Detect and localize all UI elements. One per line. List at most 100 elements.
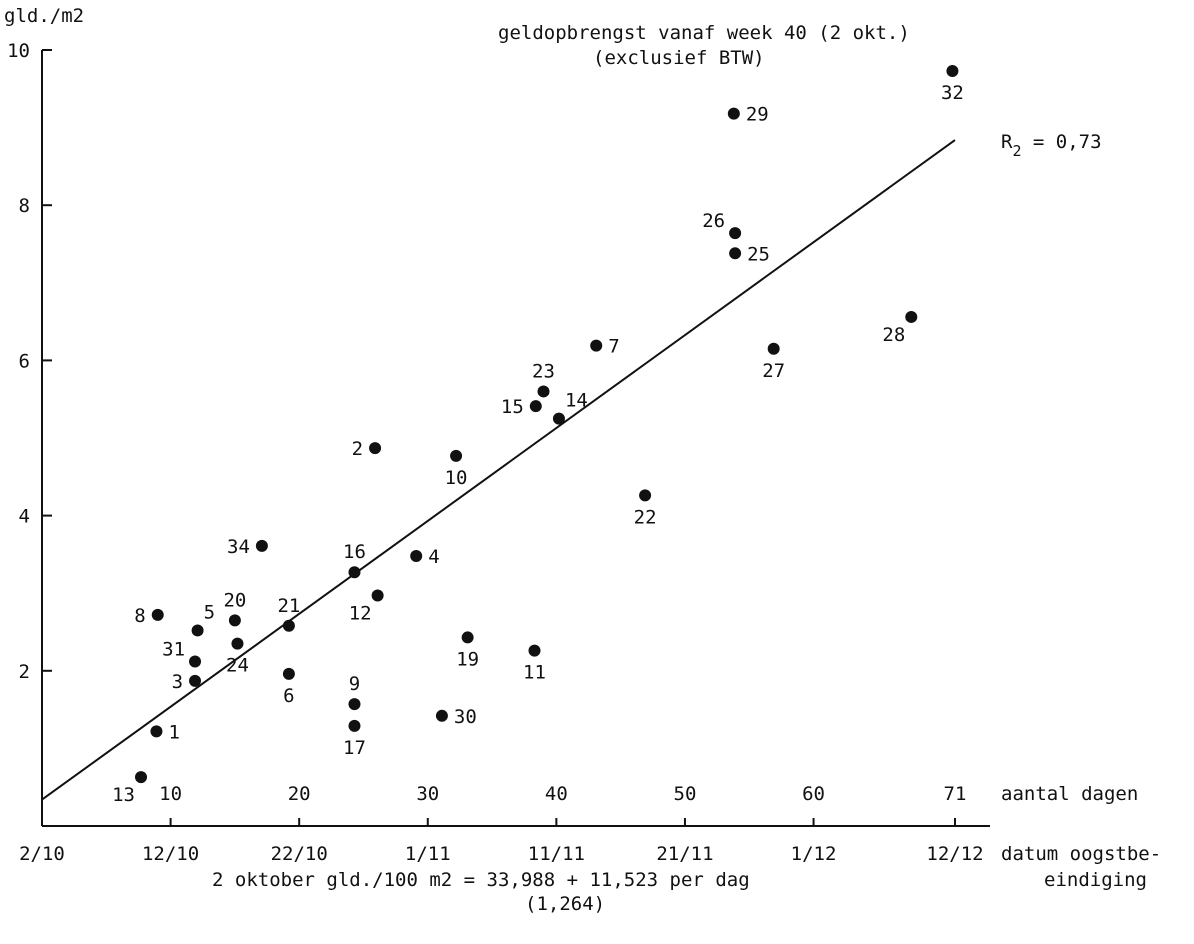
data-point-31 — [189, 655, 202, 668]
point-label-29: 29 — [746, 104, 769, 126]
data-point-24 — [231, 637, 244, 650]
x-tick-label: 10 — [159, 783, 182, 805]
point-label-11: 11 — [523, 662, 546, 684]
point-label-12: 12 — [349, 603, 372, 625]
data-point-15 — [529, 400, 542, 413]
data-point-7 — [590, 339, 603, 352]
data-point-28 — [905, 310, 918, 323]
regression-r2-label: R2 = 0,73 — [1001, 131, 1102, 160]
data-point-9 — [348, 698, 361, 711]
point-label-2: 2 — [352, 438, 363, 460]
point-label-32: 32 — [941, 82, 964, 104]
point-label-4: 4 — [428, 546, 439, 568]
data-point-14 — [552, 412, 565, 425]
data-point-20 — [228, 614, 241, 627]
r2-subscript: 2 — [1012, 142, 1021, 160]
date-tick-label: 2/10 — [19, 843, 65, 865]
y-tick-label: 10 — [7, 40, 30, 62]
point-label-14: 14 — [565, 390, 588, 412]
date-tick-label: 12/12 — [926, 843, 983, 865]
x-axis-label-date-cont: eindiging — [1044, 869, 1147, 891]
date-ticks: 2/10 12/10 22/10 1/11 11/11 21/11 1/12 12/12 — [19, 843, 983, 865]
data-point-11 — [528, 644, 541, 657]
point-label-10: 10 — [445, 467, 468, 489]
point-label-8: 8 — [134, 605, 145, 627]
regression-line — [41, 139, 956, 801]
data-point-19 — [461, 631, 474, 644]
point-label-22: 22 — [634, 506, 657, 528]
x-tick-label: 20 — [288, 783, 311, 805]
data-point-8 — [151, 608, 164, 621]
y-tick-label: 6 — [19, 350, 30, 372]
data-point-13 — [135, 771, 148, 784]
x-axis-label-days: aantal dagen — [1001, 783, 1138, 805]
x-ticks: 10 20 30 40 50 60 71 — [159, 783, 966, 826]
data-point-1 — [150, 725, 163, 738]
point-label-3: 3 — [172, 671, 183, 693]
point-label-23: 23 — [532, 360, 555, 382]
data-point-2 — [369, 442, 382, 455]
regression-equation: 2 oktober gld./100 m2 = 33,988 + 11,523 … — [212, 869, 750, 891]
x-tick-label: 60 — [802, 783, 825, 805]
x-tick-label: 50 — [674, 783, 697, 805]
point-label-15: 15 — [501, 396, 524, 418]
point-label-24: 24 — [226, 655, 249, 677]
point-label-31: 31 — [162, 638, 185, 660]
data-point-16 — [348, 566, 361, 579]
point-label-5: 5 — [204, 601, 215, 623]
r2-value: = 0,73 — [1021, 131, 1101, 153]
date-tick-label: 11/11 — [528, 843, 585, 865]
point-label-1: 1 — [168, 721, 179, 743]
point-label-26: 26 — [702, 210, 725, 232]
y-tick-label: 8 — [19, 195, 30, 217]
point-label-16: 16 — [343, 541, 366, 563]
data-point-17 — [348, 719, 361, 732]
point-label-6: 6 — [283, 685, 294, 707]
x-axis-label-date: datum oogstbe- — [1001, 843, 1161, 865]
y-tick-label: 4 — [19, 506, 30, 528]
point-label-19: 19 — [456, 648, 479, 670]
point-label-7: 7 — [608, 336, 619, 358]
data-point-5 — [191, 624, 204, 637]
data-point-10 — [450, 449, 463, 462]
point-label-28: 28 — [882, 324, 905, 346]
data-point-25 — [729, 247, 742, 260]
chart-subtitle: (exclusief BTW) — [593, 47, 765, 69]
point-label-34: 34 — [227, 536, 250, 558]
r2-main: R — [1001, 131, 1013, 153]
data-point-6 — [282, 667, 295, 680]
date-tick-label: 1/12 — [791, 843, 837, 865]
point-label-17: 17 — [343, 737, 366, 759]
y-ticks: 2 4 6 8 10 — [7, 40, 52, 683]
point-label-21: 21 — [277, 595, 300, 617]
data-point-29 — [727, 107, 740, 120]
data-point-27 — [767, 342, 780, 355]
date-tick-label: 1/11 — [405, 843, 451, 865]
point-label-9: 9 — [349, 673, 360, 695]
point-label-20: 20 — [223, 589, 246, 611]
data-point-32 — [946, 64, 959, 77]
data-point-26 — [729, 227, 742, 240]
point-label-30: 30 — [454, 706, 477, 728]
data-point-22 — [639, 489, 652, 502]
point-label-13: 13 — [112, 784, 135, 806]
x-tick-label: 30 — [416, 783, 439, 805]
date-tick-label: 12/10 — [142, 843, 199, 865]
point-label-25: 25 — [747, 243, 770, 265]
point-label-27: 27 — [762, 360, 785, 382]
data-point-30 — [435, 709, 448, 722]
y-axis-label: gld./m2 — [4, 5, 84, 27]
regression-standard-error: (1,264) — [525, 893, 605, 915]
data-point-21 — [282, 619, 295, 632]
data-point-4 — [410, 549, 423, 562]
x-tick-label: 71 — [944, 783, 967, 805]
y-tick-label: 2 — [19, 661, 30, 683]
data-point-3 — [189, 674, 202, 687]
date-tick-label: 21/11 — [656, 843, 713, 865]
chart-title: geldopbrengst vanaf week 40 (2 okt.) — [498, 22, 910, 44]
data-point-12 — [371, 589, 384, 602]
date-tick-label: 22/10 — [271, 843, 328, 865]
x-tick-label: 40 — [545, 783, 568, 805]
